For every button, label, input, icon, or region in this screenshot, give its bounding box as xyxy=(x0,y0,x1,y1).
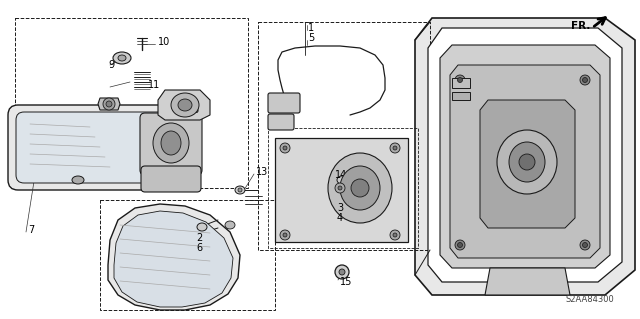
Ellipse shape xyxy=(103,98,115,110)
Ellipse shape xyxy=(582,78,588,83)
Polygon shape xyxy=(114,211,233,307)
Ellipse shape xyxy=(235,186,245,194)
Ellipse shape xyxy=(339,269,345,275)
FancyBboxPatch shape xyxy=(268,93,300,113)
FancyBboxPatch shape xyxy=(8,105,198,190)
FancyBboxPatch shape xyxy=(268,114,294,130)
Ellipse shape xyxy=(153,123,189,163)
Polygon shape xyxy=(450,65,600,258)
Ellipse shape xyxy=(390,230,400,240)
Ellipse shape xyxy=(118,55,126,61)
Text: 12: 12 xyxy=(103,100,115,110)
Bar xyxy=(452,78,470,88)
Ellipse shape xyxy=(340,166,380,210)
Text: 8: 8 xyxy=(192,105,198,115)
Text: 14: 14 xyxy=(335,170,348,180)
Ellipse shape xyxy=(283,233,287,237)
Text: 11: 11 xyxy=(148,80,160,90)
Polygon shape xyxy=(158,90,210,120)
Ellipse shape xyxy=(519,154,535,170)
Ellipse shape xyxy=(335,183,345,193)
Bar xyxy=(452,92,470,100)
Polygon shape xyxy=(428,28,622,282)
Polygon shape xyxy=(98,98,120,110)
Ellipse shape xyxy=(580,75,590,85)
Text: 3: 3 xyxy=(337,203,343,213)
Ellipse shape xyxy=(455,240,465,250)
Text: 6: 6 xyxy=(196,243,202,253)
Polygon shape xyxy=(480,100,575,228)
Ellipse shape xyxy=(338,186,342,190)
Ellipse shape xyxy=(328,153,392,223)
Ellipse shape xyxy=(225,221,235,229)
Ellipse shape xyxy=(582,242,588,248)
Ellipse shape xyxy=(455,75,465,85)
Text: 4: 4 xyxy=(337,213,343,223)
FancyBboxPatch shape xyxy=(140,113,202,175)
Ellipse shape xyxy=(458,78,463,83)
Polygon shape xyxy=(440,45,610,268)
Text: 13: 13 xyxy=(256,167,268,177)
Ellipse shape xyxy=(161,131,181,155)
Ellipse shape xyxy=(509,142,545,182)
Ellipse shape xyxy=(335,265,349,279)
Ellipse shape xyxy=(280,143,290,153)
Text: S2AA84300: S2AA84300 xyxy=(565,295,614,305)
Ellipse shape xyxy=(393,233,397,237)
Polygon shape xyxy=(108,204,240,310)
Ellipse shape xyxy=(497,130,557,194)
Polygon shape xyxy=(485,268,570,295)
Ellipse shape xyxy=(337,176,347,184)
Polygon shape xyxy=(415,18,635,295)
Text: 9: 9 xyxy=(108,60,114,70)
Text: FR.: FR. xyxy=(571,21,590,31)
Text: 10: 10 xyxy=(158,37,170,47)
Ellipse shape xyxy=(283,146,287,150)
Ellipse shape xyxy=(458,242,463,248)
Text: 15: 15 xyxy=(340,277,353,287)
Ellipse shape xyxy=(390,143,400,153)
FancyBboxPatch shape xyxy=(141,166,201,192)
Ellipse shape xyxy=(580,240,590,250)
Ellipse shape xyxy=(280,230,290,240)
Text: 1: 1 xyxy=(308,23,314,33)
Text: 5: 5 xyxy=(308,33,314,43)
Polygon shape xyxy=(275,138,408,242)
Text: 2: 2 xyxy=(196,233,202,243)
Ellipse shape xyxy=(197,223,207,231)
Ellipse shape xyxy=(113,52,131,64)
Ellipse shape xyxy=(178,99,192,111)
Ellipse shape xyxy=(171,93,199,117)
Ellipse shape xyxy=(238,188,242,192)
Ellipse shape xyxy=(72,176,84,184)
Ellipse shape xyxy=(351,179,369,197)
FancyBboxPatch shape xyxy=(16,112,190,183)
Ellipse shape xyxy=(106,101,112,107)
Ellipse shape xyxy=(393,146,397,150)
Text: 7: 7 xyxy=(28,225,35,235)
